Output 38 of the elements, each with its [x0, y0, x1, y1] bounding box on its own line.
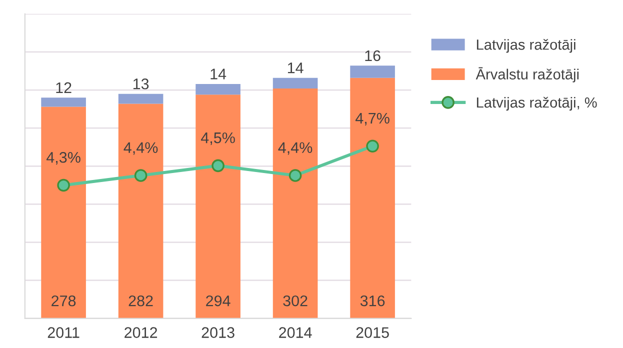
bar	[272, 78, 318, 89]
data-label: 278	[52, 295, 76, 306]
data-label: 14	[288, 62, 304, 74]
point	[366, 140, 379, 152]
bar	[196, 84, 240, 95]
x-tick-label: 2014	[279, 327, 312, 338]
point	[288, 169, 302, 182]
data-label: 4,4%	[124, 142, 158, 155]
bar	[272, 88, 318, 318]
x-tick-label: 2013	[202, 327, 234, 338]
point	[134, 169, 148, 182]
data-label: 4,4%	[278, 142, 312, 155]
data-label: 13	[133, 78, 149, 90]
data-label: 4,3%	[46, 152, 80, 165]
x-tick-label: 2012	[124, 327, 158, 338]
data-label: 14	[210, 68, 226, 80]
bar	[41, 98, 86, 107]
bar	[350, 78, 395, 318]
data-label: 16	[365, 50, 380, 62]
x-tick-label: 2011	[48, 327, 80, 338]
data-label: 294	[206, 295, 230, 306]
data-label: 302	[283, 295, 308, 306]
bar	[196, 94, 240, 318]
bar	[118, 94, 164, 104]
point	[57, 178, 70, 192]
bar	[41, 106, 86, 318]
x-tick-label: 2015	[356, 327, 389, 338]
data-label: 4,5%	[200, 132, 235, 146]
point	[212, 159, 224, 172]
bar	[118, 104, 164, 318]
legend-label: Ārvalstu ražotāji	[476, 67, 579, 82]
legend-label: Latvijas ražotāji	[476, 39, 576, 53]
data-label: 282	[128, 295, 153, 306]
data-label: 12	[56, 82, 72, 93]
data-label: 4,7%	[355, 112, 390, 126]
legend-label: Latvijas ražotāji, %	[476, 96, 597, 111]
data-label: 316	[360, 295, 385, 306]
bar	[350, 66, 395, 78]
